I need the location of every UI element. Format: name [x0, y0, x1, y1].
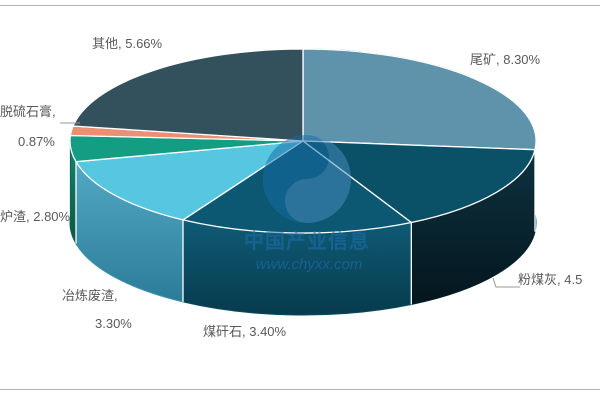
svg-text:www.chyxx.com: www.chyxx.com — [256, 256, 363, 273]
svg-text:中国产业信息: 中国产业信息 — [244, 229, 370, 253]
